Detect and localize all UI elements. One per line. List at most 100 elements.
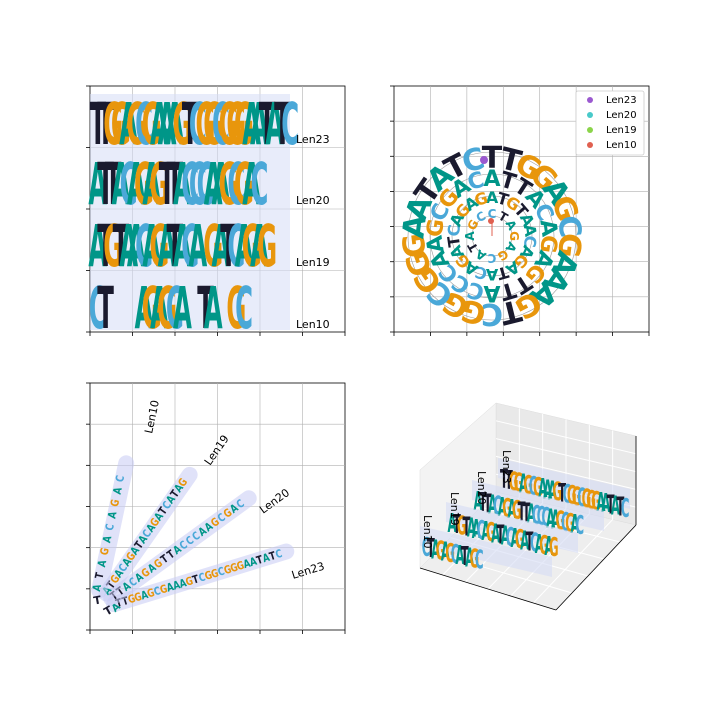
row-label-len20: Len20 [296,194,330,207]
logo-letter: A [441,536,450,567]
logo-letter: C [235,276,253,342]
logo-letter: C [181,214,199,280]
logo-letter: T [121,595,130,608]
legend-label-len19: Len19 [606,125,637,136]
logo-letter: A [150,276,169,342]
ring-guide [429,173,555,299]
logo-letter: G [549,532,559,563]
logo-letter: A [481,516,490,547]
logo-letter: T [166,152,183,218]
logo-letter: A [242,558,252,572]
logo-letter: A [173,152,192,218]
logo-letter: A [261,552,271,566]
logo-letter: A [119,214,138,280]
logo-letter: T [182,92,199,158]
logo-letter: C [477,514,486,545]
logo-letter: A [465,542,474,573]
logo-letter: C [488,207,497,221]
logo-letter: C [561,506,570,537]
gridline [480,506,621,543]
logo-letter: A [551,504,560,535]
logo-letter: A [142,152,161,218]
logo-letter: C [153,585,163,599]
logo-letter: T [255,554,264,567]
logo-rays-bl: TTGGAGCGAAAGTCGGCGGGAATATCTTACAGAGTTACCC… [91,455,295,618]
ring-marker-len23 [480,156,488,164]
logo-letter: C [577,482,586,513]
logo-letter: C [189,92,207,158]
logo-letter: A [396,212,434,240]
gridline [495,438,637,473]
logo-letter: G [157,276,177,342]
logo-letter: C [475,544,484,575]
gridline [495,420,637,455]
logo-letter: A [150,92,169,158]
row-label-len19: Len19 [296,256,330,269]
logo-letter: A [596,487,605,518]
logo-letter: T [97,152,114,218]
logo-letter: A [119,92,138,158]
logo-letter: A [570,509,579,540]
logo-letter: G [582,483,592,514]
logo-letter: G [226,92,246,158]
logo-letter: A [127,214,146,280]
logo-letter: G [586,484,596,515]
logo-letter: G [257,214,277,280]
logo-letter: C [135,92,153,158]
logo-letter: G [515,524,525,555]
logo-letter: G [514,467,524,498]
legend-label-len10: Len10 [606,140,637,151]
logo-letter: A [140,589,150,603]
logo-letter: C [135,214,153,280]
logo-letter: G [234,92,254,158]
logo-letter: G [445,537,455,568]
logo-letter: G [210,568,220,582]
legend-marker-len10 [587,142,593,148]
logo-letter: T [461,541,469,572]
logo-letter: G [149,152,169,218]
logo-letter: A [455,540,464,571]
logo-letter: A [498,491,507,522]
ray-highlight [103,490,257,607]
logo-letter: G [127,593,137,607]
logo-letter: C [530,527,539,558]
logo-letter: T [453,509,461,540]
gridline [495,455,637,490]
logo-letter: T [479,487,487,518]
logo-letter: G [219,92,239,158]
gridline [435,552,573,594]
logo-letter: A [467,512,476,543]
logo-letter: C [212,92,230,158]
logo-letter: A [88,152,107,218]
logo-letter: A [250,92,269,158]
logo-letter: G [470,543,480,574]
logo-letter: T [482,141,503,176]
logo-letter: C [250,152,268,218]
logo-letter: A [91,583,104,592]
ray-highlight [98,466,198,602]
logo-letter: C [422,531,431,562]
logo-letter: T [197,276,214,342]
logo-letter: G [523,469,533,500]
logo-letter: A [88,214,107,280]
axis-y [555,524,637,611]
logo-letter: T [93,593,103,607]
logo-letter: G [142,92,162,158]
logo-letter: A [250,214,269,280]
logo-letter: A [510,522,519,553]
logo-letter: A [242,152,261,218]
logo-letter: A [548,475,557,506]
row3d-label-len20: Len20 [475,471,488,505]
logo-letter: A [101,535,114,544]
logo-letter: T [497,276,518,304]
logo-letter: T [274,92,291,158]
logo-letter: G [229,562,239,576]
logo-letter: G [235,560,245,574]
logo-letter: T [191,574,200,587]
logo-letter: A [204,276,223,342]
logo-letter: C [487,251,496,265]
row3d-highlight [498,458,630,509]
row-label-len23: Len23 [296,133,330,146]
logo-letter: G [203,570,213,584]
